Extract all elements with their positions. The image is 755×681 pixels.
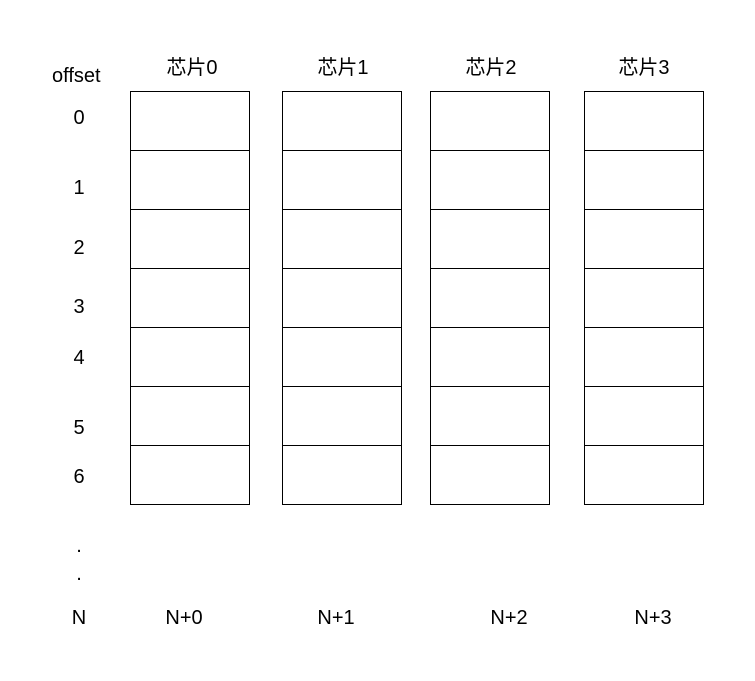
- chip-header-2: 芯片2: [465, 57, 517, 79]
- ellipsis-dot: .: [76, 535, 82, 557]
- memory-cell: [430, 209, 550, 269]
- memory-cell: [282, 386, 402, 446]
- chip-header-0: 芯片0: [166, 57, 218, 79]
- memory-cell: [430, 91, 550, 151]
- memory-cell: [282, 445, 402, 505]
- memory-cell: [130, 268, 250, 328]
- memory-cell: [430, 386, 550, 446]
- memory-cell: [282, 150, 402, 210]
- chip-header-1: 芯片1: [317, 57, 369, 79]
- memory-cell: [584, 91, 704, 151]
- memory-cell: [130, 209, 250, 269]
- memory-cell: [584, 268, 704, 328]
- row-offset-label: 0: [73, 107, 85, 129]
- memory-cell: [282, 268, 402, 328]
- memory-cell: [130, 91, 250, 151]
- row-offset-label: 2: [73, 237, 85, 259]
- memory-cell: [130, 445, 250, 505]
- row-offset-label: 5: [73, 417, 85, 439]
- chip-column-2: [430, 91, 550, 505]
- memory-cell: [130, 150, 250, 210]
- memory-cell: [584, 209, 704, 269]
- row-n-label: N: [71, 607, 87, 629]
- offset-header: offset: [52, 65, 101, 87]
- row-offset-label: 3: [73, 296, 85, 318]
- memory-cell: [282, 209, 402, 269]
- footer-label-1: N+1: [317, 607, 355, 629]
- memory-cell: [282, 91, 402, 151]
- memory-cell: [130, 386, 250, 446]
- memory-cell: [430, 150, 550, 210]
- memory-cell: [130, 327, 250, 387]
- chip-column-1: [282, 91, 402, 505]
- footer-label-2: N+2: [490, 607, 528, 629]
- memory-cell: [430, 445, 550, 505]
- memory-cell: [584, 150, 704, 210]
- footer-label-3: N+3: [634, 607, 672, 629]
- memory-cell: [584, 327, 704, 387]
- chip-header-3: 芯片3: [618, 57, 670, 79]
- ellipsis-dot: .: [76, 563, 82, 585]
- chip-column-3: [584, 91, 704, 505]
- memory-cell: [430, 327, 550, 387]
- memory-cell: [584, 386, 704, 446]
- memory-cell: [584, 445, 704, 505]
- row-offset-label: 1: [73, 177, 85, 199]
- memory-cell: [430, 268, 550, 328]
- row-offset-label: 4: [73, 347, 85, 369]
- footer-label-0: N+0: [165, 607, 203, 629]
- memory-cell: [282, 327, 402, 387]
- row-offset-label: 6: [73, 466, 85, 488]
- chip-column-0: [130, 91, 250, 505]
